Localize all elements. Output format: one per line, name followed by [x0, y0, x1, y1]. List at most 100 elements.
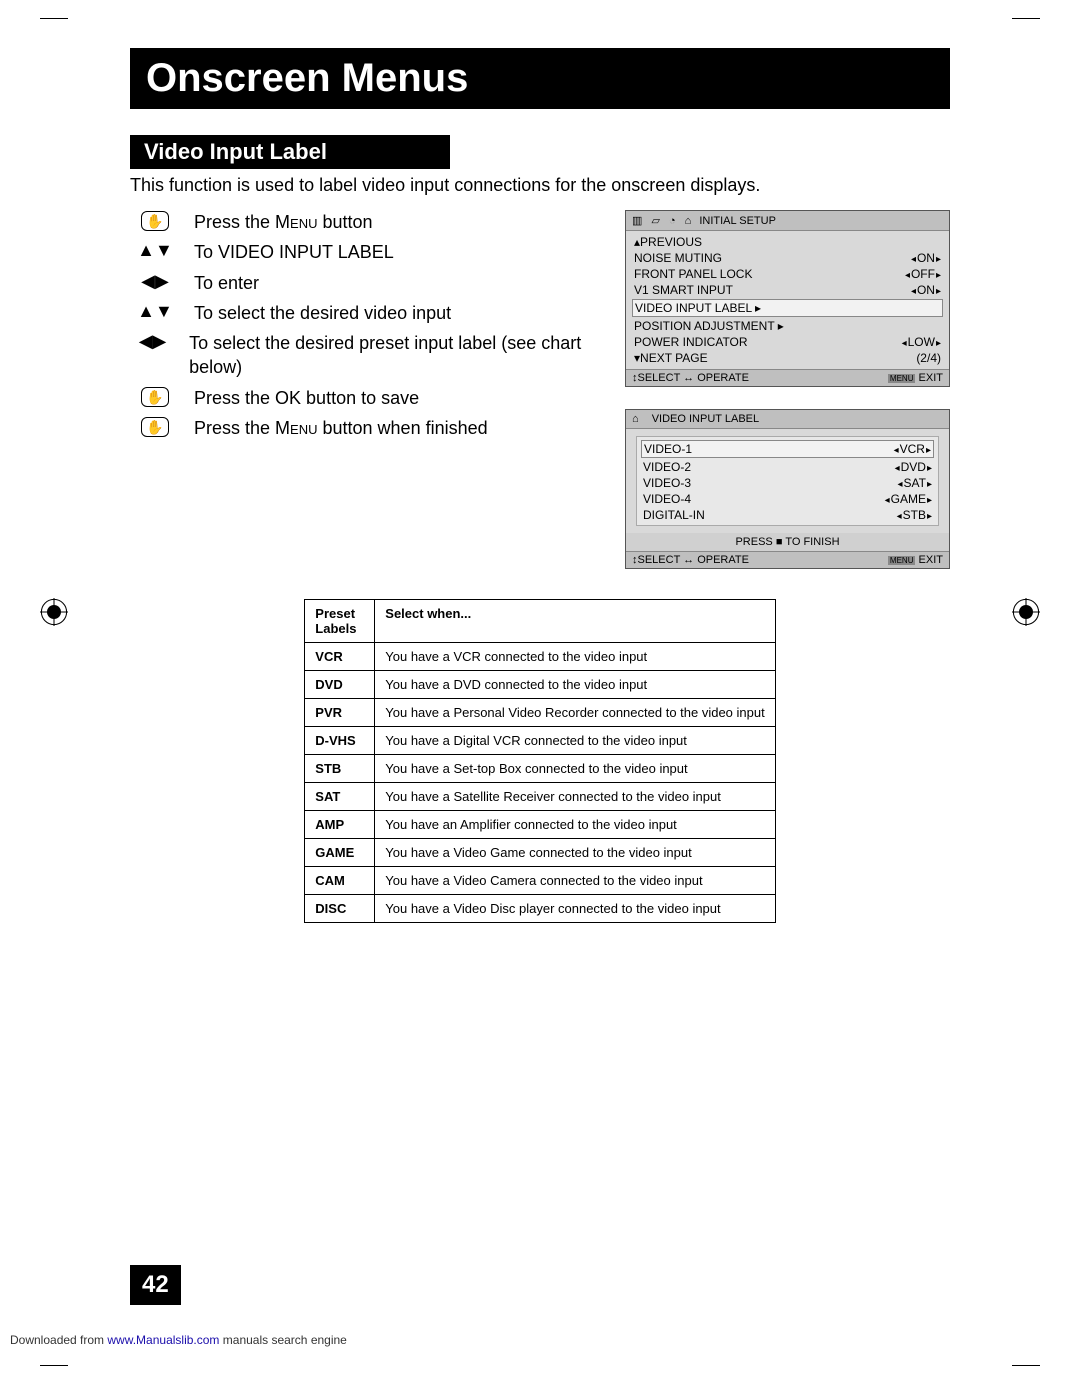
step-text: To enter	[194, 271, 259, 295]
table-row: STBYou have a Set-top Box connected to t…	[305, 755, 775, 783]
osd-row-label: NOISE MUTING	[634, 251, 722, 265]
table-row: DVDYou have a DVD connected to the video…	[305, 671, 775, 699]
osd1-body: ▴PREVIOUS NOISE MUTING ON FRONT PANEL LOCK O…	[626, 231, 949, 369]
osd2-body: VIDEO-1VCRVIDEO-2DVDVIDEO-3SATVIDEO-4GAM…	[626, 429, 949, 533]
osd-row-value: VCR	[894, 442, 931, 456]
preset-labels-table: Preset Labels Select when... VCRYou have…	[304, 599, 775, 923]
osd-row: VIDEO-2 DVD	[641, 459, 934, 475]
preset-desc-cell: You have a Personal Video Recorder conne…	[375, 699, 775, 727]
preset-label-cell: STB	[305, 755, 375, 783]
osd-video-input-label: ⌂ VIDEO INPUT LABEL VIDEO-1 VCR VIDEO-2 DVD…	[625, 409, 950, 569]
osd-row-value: DVD	[895, 460, 932, 474]
preset-desc-cell: You have a Satellite Receiver connected …	[375, 783, 775, 811]
page-content: Onscreen Menus Video Input Label This fu…	[0, 0, 1080, 963]
osd2-footer: ↕SELECT ↔ OPERATE MENU EXIT	[626, 551, 949, 568]
preset-desc-cell: You have a Digital VCR connected to the …	[375, 727, 775, 755]
preset-label-cell: D-VHS	[305, 727, 375, 755]
page-number: 42	[130, 1265, 181, 1305]
press-button-icon: ✋	[141, 211, 168, 231]
osd-row-value: ON	[911, 283, 941, 297]
osd-row-value: OFF	[905, 267, 941, 281]
osd-row-label: POWER INDICATOR	[634, 335, 748, 349]
step-text: Press the Menu button when finished	[194, 416, 488, 440]
table-row: SATYou have a Satellite Receiver connect…	[305, 783, 775, 811]
page-title: Onscreen Menus	[130, 48, 950, 109]
step-row: ▲▼ To VIDEO INPUT LABEL	[130, 240, 595, 264]
intro-text: This function is used to label video inp…	[130, 175, 950, 196]
preset-desc-cell: You have a Video Disc player connected t…	[375, 895, 775, 923]
osd-row: VIDEO-1 VCR	[641, 440, 934, 458]
osd-row-label: ▾NEXT PAGE	[634, 351, 708, 365]
step-row: ▲▼To select the desired video input	[130, 301, 595, 325]
preset-label-cell: SAT	[305, 783, 375, 811]
steps-list: ✋Press the Menu button▲▼To VIDEO INPUT L…	[130, 210, 595, 446]
step-text: To VIDEO INPUT LABEL	[194, 240, 394, 264]
osd-row-label: FRONT PANEL LOCK	[634, 267, 752, 281]
table-row: AMPYou have an Amplifier connected to th…	[305, 811, 775, 839]
press-button-icon: ✋	[141, 417, 168, 437]
step-row: ◀▶ To select the desired preset input lab…	[130, 331, 595, 380]
osd-row-label: VIDEO-3	[643, 476, 691, 490]
preset-label-cell: VCR	[305, 643, 375, 671]
left-right-arrow-icon: ◀▶	[139, 331, 167, 351]
osd-row-value: STB	[897, 508, 932, 522]
osd-row: DIGITAL-IN STB	[641, 507, 934, 523]
preset-label-cell: DISC	[305, 895, 375, 923]
osd2-footer-left: ↕SELECT ↔ OPERATE	[632, 554, 749, 566]
osd1-footer-left: ↕SELECT ↔ OPERATE	[632, 372, 749, 384]
crop-mark-bl	[40, 1365, 68, 1379]
table-row: VCRYou have a VCR connected to the video…	[305, 643, 775, 671]
preset-label-cell: PVR	[305, 699, 375, 727]
osd-row-label: ▴PREVIOUS	[634, 235, 702, 249]
osd-label-icon: ⌂	[632, 413, 639, 425]
crop-mark-br	[1012, 1365, 1040, 1379]
manualslib-link[interactable]: www.Manualslib.com	[107, 1333, 219, 1347]
step-text: Press the OK button to save	[194, 386, 419, 410]
up-down-arrow-icon: ▲▼	[137, 240, 173, 260]
up-down-arrow-icon: ▲▼	[137, 301, 173, 321]
preset-desc-cell: You have a Set-top Box connected to the …	[375, 755, 775, 783]
osd-initial-setup: ▥ ▱ ◔ ⌂ INITIAL SETUP ▴PREVIOUSNOISE MUT…	[625, 210, 950, 387]
osd2-header-label: VIDEO INPUT LABEL	[652, 413, 759, 425]
table-header-labels: Preset Labels	[305, 600, 375, 643]
preset-label-cell: CAM	[305, 867, 375, 895]
osd-row: POWER INDICATORLOW	[632, 334, 943, 350]
osd-row: V1 SMART INPUT ON	[632, 282, 943, 298]
preset-desc-cell: You have a VCR connected to the video in…	[375, 643, 775, 671]
press-button-icon: ✋	[141, 387, 168, 407]
osd-row-label: VIDEO-4	[643, 492, 691, 506]
table-row: PVRYou have a Personal Video Recorder co…	[305, 699, 775, 727]
table-row: DISCYou have a Video Disc player connect…	[305, 895, 775, 923]
preset-label-cell: GAME	[305, 839, 375, 867]
osd-row-label: DIGITAL-IN	[643, 508, 705, 522]
osd1-header: ▥ ▱ ◔ ⌂ INITIAL SETUP	[626, 211, 949, 231]
preset-desc-cell: You have a Video Camera connected to the…	[375, 867, 775, 895]
download-footer: Downloaded from www.Manualslib.com manua…	[10, 1333, 347, 1347]
preset-label-cell: DVD	[305, 671, 375, 699]
osd-row: FRONT PANEL LOCK OFF	[632, 266, 943, 282]
osd1-header-label: INITIAL SETUP	[699, 215, 776, 227]
osd-row-value: ON	[911, 251, 941, 265]
osd-row-label: VIDEO-2	[643, 460, 691, 474]
osd-row: POSITION ADJUSTMENT ▸	[632, 318, 943, 334]
preset-desc-cell: You have an Amplifier connected to the v…	[375, 811, 775, 839]
osd1-footer: ↕SELECT ↔ OPERATE MENU EXIT	[626, 369, 949, 386]
osd-row-label: POSITION ADJUSTMENT ▸	[634, 319, 784, 333]
osd-row: VIDEO INPUT LABEL ▸	[632, 299, 943, 317]
osd-row: ▴PREVIOUS	[632, 234, 943, 250]
osd-row: NOISE MUTING ON	[632, 250, 943, 266]
osd-row-label: VIDEO INPUT LABEL ▸	[635, 301, 761, 315]
table-row: GAMEYou have a Video Game connected to t…	[305, 839, 775, 867]
step-text: To select the desired preset input label…	[189, 331, 595, 380]
step-row: ◀▶To enter	[130, 271, 595, 295]
step-row: ✋ Press the Menu button when finished	[130, 416, 595, 440]
osd-row-value: SAT	[897, 476, 932, 490]
preset-desc-cell: You have a DVD connected to the video in…	[375, 671, 775, 699]
preset-label-cell: AMP	[305, 811, 375, 839]
osd-row-label: VIDEO-1	[644, 442, 692, 456]
preset-desc-cell: You have a Video Game connected to the v…	[375, 839, 775, 867]
osd2-subfooter: PRESS ■ TO FINISH	[626, 533, 949, 551]
section-title: Video Input Label	[130, 135, 450, 169]
osd-row: VIDEO-3 SAT	[641, 475, 934, 491]
osd-row-label: V1 SMART INPUT	[634, 283, 733, 297]
